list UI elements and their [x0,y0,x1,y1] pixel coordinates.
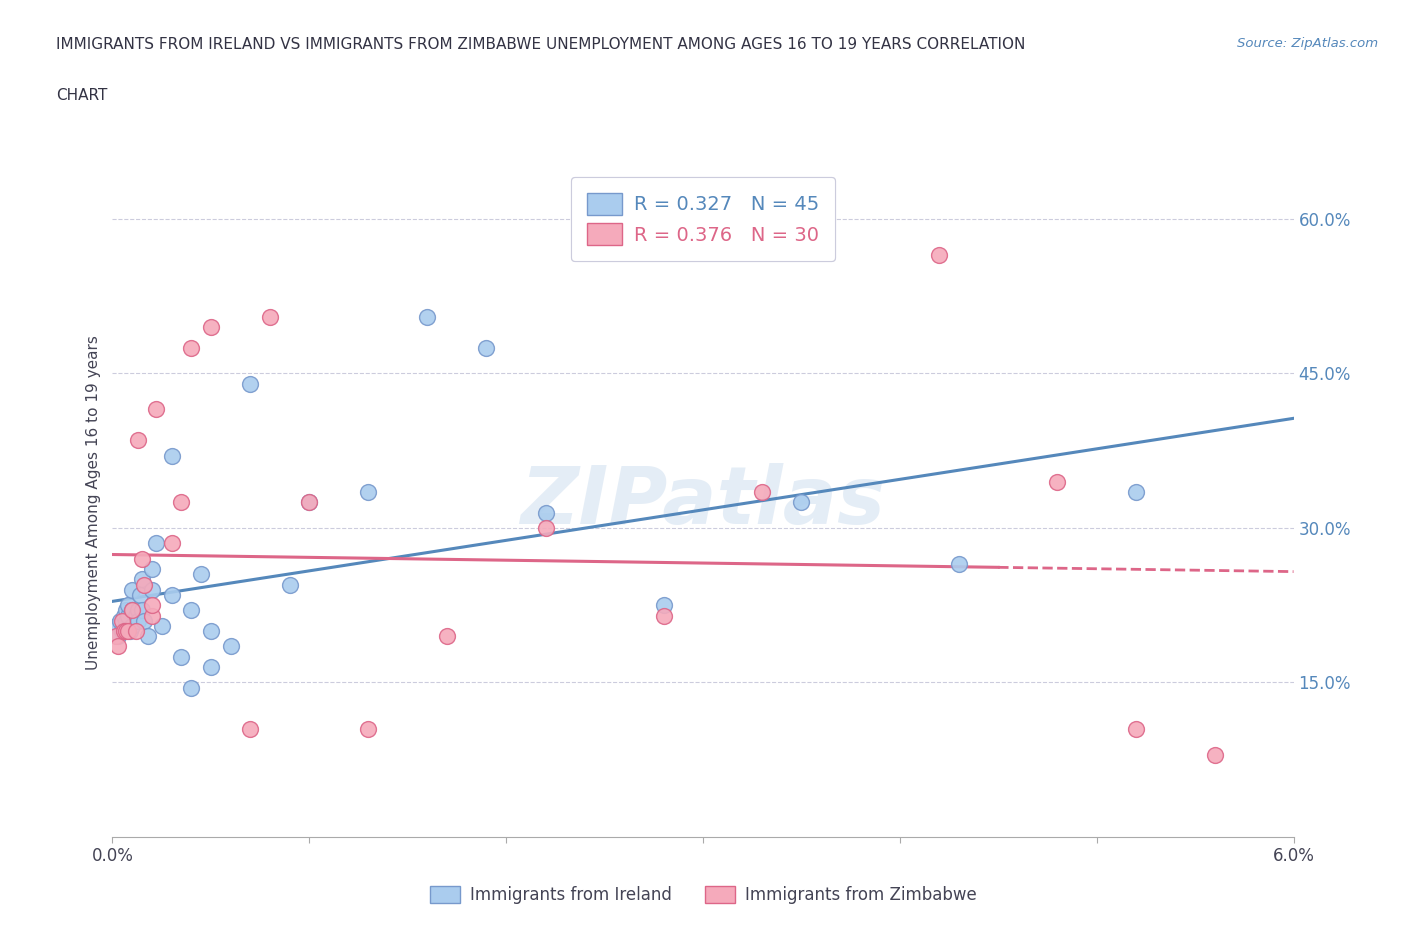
Point [160,536,183,551]
Point [117,608,139,623]
Point [298,495,321,510]
Point [117,623,139,638]
Point [141,562,163,577]
Point [200,320,222,335]
Text: ZIPatlas: ZIPatlas [520,463,886,541]
Point [790,495,813,510]
Point [948,556,970,571]
Point [132,578,155,592]
Point [145,536,167,551]
Point [131,551,153,566]
Point [136,629,159,644]
Point [107,639,129,654]
Point [170,495,193,510]
Point [111,623,134,638]
Point [141,582,163,597]
Point [278,578,301,592]
Point [121,603,143,618]
Text: Source: ZipAtlas.com: Source: ZipAtlas.com [1237,37,1378,50]
Point [115,603,138,618]
Point [141,608,163,623]
Point [475,340,498,355]
Point [239,722,262,737]
Point [132,613,155,628]
Point [436,629,458,644]
Point [112,608,135,623]
Point [121,618,143,633]
Point [121,603,143,618]
Point [357,485,380,499]
Point [125,623,148,638]
Point [127,603,149,618]
Point [534,505,557,520]
Point [105,618,128,633]
Point [200,659,222,674]
Point [928,247,950,262]
Point [160,448,183,463]
Point [751,485,773,499]
Point [115,613,138,628]
Point [652,598,675,613]
Point [416,310,439,325]
Point [1125,485,1147,499]
Legend: R = 0.327   N = 45, R = 0.376   N = 30: R = 0.327 N = 45, R = 0.376 N = 30 [571,177,835,261]
Point [200,623,222,638]
Point [219,639,242,654]
Point [180,340,202,355]
Point [150,618,173,633]
Point [1204,747,1226,762]
Text: IMMIGRANTS FROM IRELAND VS IMMIGRANTS FROM ZIMBABWE UNEMPLOYMENT AMONG AGES 16 T: IMMIGRANTS FROM IRELAND VS IMMIGRANTS FR… [56,37,1025,52]
Point [107,629,129,644]
Point [110,613,132,628]
Point [534,521,557,536]
Point [129,588,152,603]
Point [180,680,202,695]
Point [652,608,675,623]
Point [111,613,134,628]
Point [121,582,143,597]
Point [145,402,167,417]
Point [180,603,202,618]
Point [127,433,149,448]
Point [105,629,128,644]
Y-axis label: Unemployment Among Ages 16 to 19 years: Unemployment Among Ages 16 to 19 years [86,335,101,670]
Point [259,310,281,325]
Point [298,495,321,510]
Point [115,623,138,638]
Point [131,572,153,587]
Point [170,649,193,664]
Text: CHART: CHART [56,88,108,103]
Point [112,623,135,638]
Point [190,567,212,582]
Point [117,598,139,613]
Point [125,608,148,623]
Point [141,598,163,613]
Point [1125,722,1147,737]
Point [120,623,142,638]
Point [239,377,262,392]
Point [160,588,183,603]
Legend: Immigrants from Ireland, Immigrants from Zimbabwe: Immigrants from Ireland, Immigrants from… [422,878,984,912]
Point [131,603,153,618]
Point [127,613,149,628]
Point [357,722,380,737]
Point [1046,474,1069,489]
